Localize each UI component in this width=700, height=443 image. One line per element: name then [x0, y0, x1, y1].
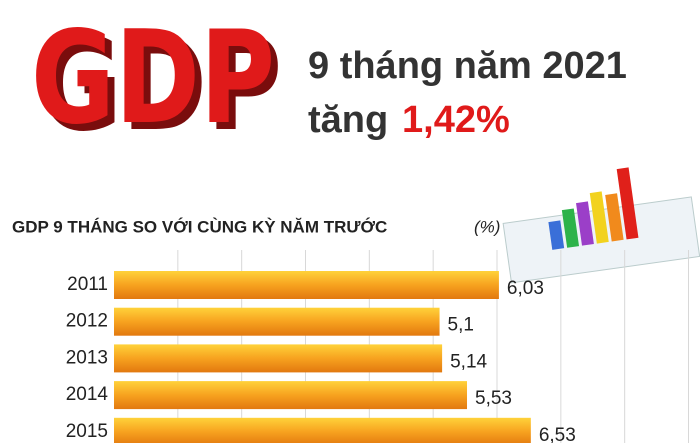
y-tick-label: 2013	[66, 347, 108, 368]
y-tick-label: 2012	[66, 311, 108, 332]
value-label: 6,53	[539, 425, 576, 443]
logo-shadow: GDP	[38, 11, 282, 160]
bar	[114, 271, 499, 299]
value-label: 6,03	[507, 278, 544, 299]
headline: 9 tháng năm 2021	[308, 45, 627, 87]
value-label: 5,53	[475, 388, 512, 409]
bar	[114, 344, 443, 373]
chart-title: GDP 9 THÁNG SO VỚI CÙNG KỲ NĂM TRƯỚC	[12, 217, 387, 236]
logo: GDP	[31, 4, 275, 153]
y-tick-label: 2011	[67, 274, 108, 295]
value-label: 5,1	[448, 315, 474, 336]
plot: 2011 6,03 2012 5,1 2013 5,14 2014 5,53 2015 6,53	[66, 250, 690, 443]
chart-icon	[502, 167, 700, 284]
bar	[114, 381, 468, 410]
y-tick-label: 2015	[66, 421, 108, 442]
bar	[114, 307, 440, 336]
value-label: 5,14	[450, 351, 487, 372]
headline-prefix: tăng	[308, 99, 388, 141]
bar	[114, 417, 531, 443]
headline-value: 1,42%	[402, 99, 510, 141]
chart-unit: (%)	[474, 217, 500, 236]
y-tick-label: 2014	[66, 384, 109, 405]
